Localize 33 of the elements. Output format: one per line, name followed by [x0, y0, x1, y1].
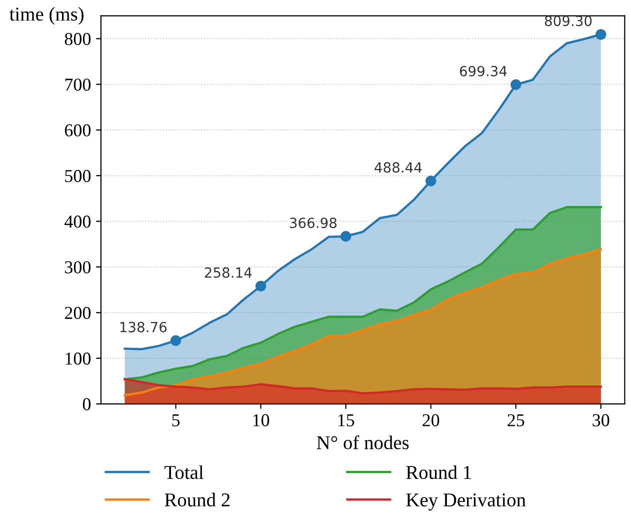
point: [425, 176, 436, 186]
legend-label: Round 2: [164, 492, 230, 506]
y-tick-label: 500: [65, 170, 91, 182]
data-label: 258.14: [204, 267, 252, 278]
x-tick-label: 25: [508, 414, 524, 426]
point: [510, 79, 522, 90]
y-tick-label: 600: [64, 124, 91, 136]
x-axis-title: N° of nodes: [316, 435, 409, 450]
y-tick-label: 700: [65, 78, 91, 91]
y-tick-label: 0: [82, 398, 91, 410]
data-label: 699.34: [460, 66, 507, 76]
x-tick-label: 10: [253, 414, 270, 426]
y-tick-label: 100: [66, 352, 91, 365]
y-tick-label: 300: [65, 261, 91, 274]
x-tick-label: 15: [338, 414, 354, 426]
x-tick-label: 20: [422, 414, 440, 426]
point: [170, 335, 182, 346]
data-label: 138.76: [120, 322, 167, 332]
legend-label: Round 1: [406, 465, 471, 480]
x-tick-label: 5: [172, 414, 180, 426]
y-axis-title: time (ms): [10, 7, 84, 25]
point: [596, 29, 606, 40]
y-tick-label: 800: [64, 32, 91, 46]
data-label: 809.30: [544, 16, 592, 26]
data-label: 366.98: [290, 218, 337, 228]
data-label: 488.44: [374, 162, 422, 173]
x-tick-label: 30: [592, 414, 610, 426]
legend-label: Total: [164, 465, 204, 480]
y-tick-label: 400: [64, 216, 91, 228]
legend-label: Key Derivation: [406, 493, 526, 510]
point: [340, 231, 352, 242]
point: [255, 280, 266, 292]
y-tick-label: 200: [64, 306, 91, 320]
